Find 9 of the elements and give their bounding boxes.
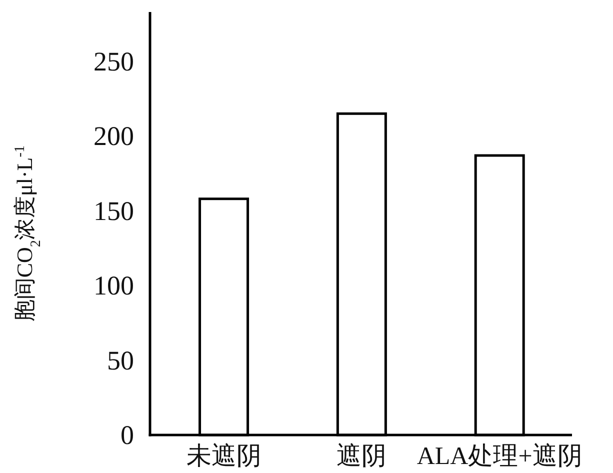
- y-tick-label: 50: [107, 345, 134, 376]
- y-tick-label: 100: [94, 270, 134, 301]
- y-tick-label: 250: [94, 46, 134, 76]
- x-tick-label: ALA处理+遮阴: [416, 442, 582, 470]
- x-tick-label: 遮阴: [336, 442, 387, 470]
- y-tick-label: 0: [120, 420, 134, 450]
- y-tick-label: 150: [94, 196, 134, 226]
- x-tick-label: 未遮阴: [186, 442, 262, 470]
- y-tick-label: 200: [94, 121, 134, 152]
